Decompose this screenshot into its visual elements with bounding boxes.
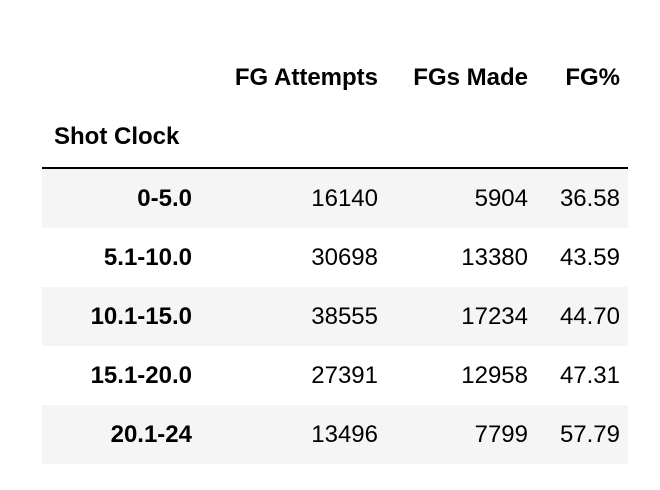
table-row: 10.1-15.0 38555 17234 44.70 [42,287,628,346]
cell-fg-attempts: 27391 [311,361,378,389]
cell-fg-pct: 44.70 [559,302,620,330]
column-header-fg-attempts: FG Attempts [234,63,378,91]
cell-fg-pct: 36.58 [559,184,620,212]
column-header-row: FG Attempts FGs Made FG% [42,48,628,107]
table-row: 20.1-24 13496 7799 57.79 [42,405,628,464]
row-label: 20.1-24 [110,420,192,448]
index-header-row: Shot Clock [42,107,628,169]
column-header-fgs-made: FGs Made [413,63,528,91]
table-row: 0-5.0 16140 5904 36.58 [42,169,628,228]
table-row: 5.1-10.0 30698 13380 43.59 [42,228,628,287]
cell-fg-attempts: 13496 [311,420,378,448]
cell-fgs-made: 12958 [461,361,528,389]
cell-fg-attempts: 16140 [311,184,378,212]
cell-fg-attempts: 30698 [311,243,378,271]
cell-fgs-made: 13380 [461,243,528,271]
cell-fgs-made: 17234 [461,302,528,330]
shot-clock-table: FG Attempts FGs Made FG% Shot Clock 0-5.… [42,48,628,464]
row-label: 15.1-20.0 [90,361,192,389]
cell-fg-pct: 47.31 [559,361,620,389]
cell-fgs-made: 5904 [474,184,528,212]
cell-fgs-made: 7799 [474,420,528,448]
row-label: 5.1-10.0 [103,243,192,271]
row-label: 10.1-15.0 [90,302,192,330]
index-header-shot-clock: Shot Clock [54,123,180,150]
table-row: 15.1-20.0 27391 12958 47.31 [42,346,628,405]
row-label: 0-5.0 [137,184,192,212]
column-header-fg-pct: FG% [565,63,620,91]
cell-fg-pct: 43.59 [559,243,620,271]
cell-fg-attempts: 38555 [311,302,378,330]
cell-fg-pct: 57.79 [559,420,620,448]
